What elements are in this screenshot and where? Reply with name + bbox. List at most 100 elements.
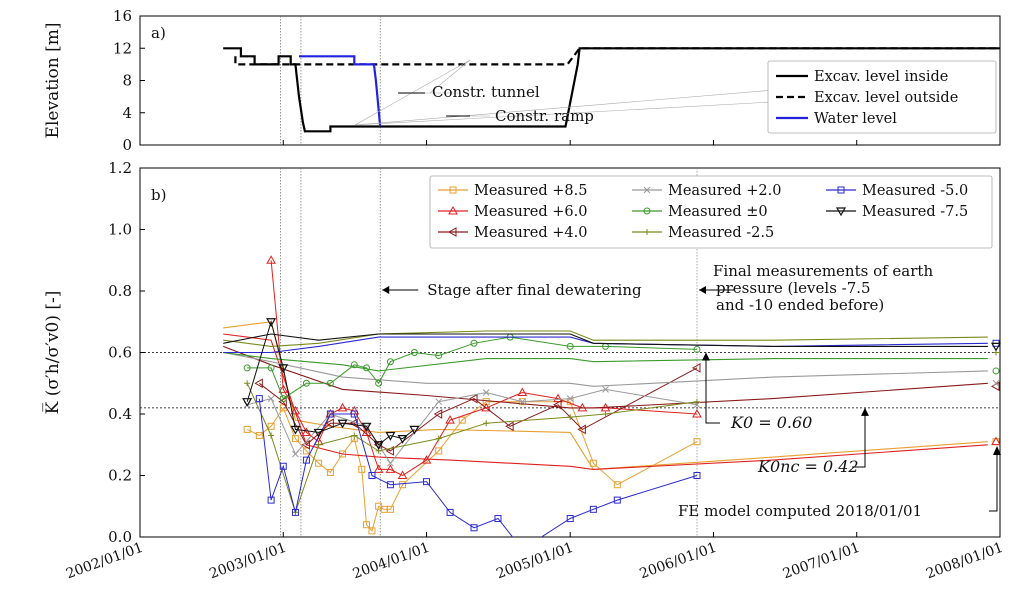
measured-point	[387, 459, 394, 467]
measured-point	[291, 508, 299, 516]
measured-line-4	[247, 336, 698, 400]
measured-point	[519, 546, 525, 552]
measured-point	[368, 472, 376, 479]
measured-point	[435, 435, 442, 442]
fe-end-point	[992, 379, 1000, 387]
measured-point	[301, 439, 310, 450]
measured-point	[255, 395, 263, 403]
measured-point	[337, 402, 348, 412]
y-tick-label: 8	[122, 72, 132, 90]
measured-line-6	[258, 398, 698, 537]
measured-point	[362, 364, 370, 372]
measured-point	[266, 255, 276, 264]
panel-a: 0 4 8 12 16 Elevation [m] a) Constr. tunnel Cons…	[43, 7, 1001, 154]
measured-point	[278, 384, 289, 393]
legend-b-label: Measured -2.5	[668, 225, 774, 241]
arrow-head	[861, 407, 869, 416]
measured-point	[326, 379, 334, 387]
measured-point	[505, 421, 514, 432]
measured-point	[302, 379, 310, 387]
measured-point	[266, 318, 277, 327]
annotation-fe-computed: FE model computed 2018/01/01	[678, 502, 922, 520]
annotation-constr-ramp: Constr. ramp	[495, 107, 594, 125]
measured-point	[589, 459, 597, 467]
fe-model-line-5	[223, 330, 988, 347]
measured-point	[254, 378, 263, 389]
measured-point	[481, 402, 492, 412]
legend-b-marker	[448, 205, 458, 215]
arrow-head	[993, 446, 1001, 455]
x-tick-label: 2005/01/01	[494, 540, 575, 583]
annotation-constr-tunnel: Constr. tunnel	[432, 83, 540, 101]
measured-point	[602, 411, 609, 417]
measured-point	[433, 409, 443, 419]
measured-point	[290, 425, 301, 435]
measured-point	[373, 464, 384, 473]
y-tick-label: 1.0	[108, 221, 132, 239]
measured-point	[243, 425, 251, 433]
measured-point	[244, 380, 251, 387]
measured-point	[279, 395, 287, 403]
x-tick-label: 2003/01/01	[207, 540, 288, 583]
y-tick-label: 4	[122, 104, 132, 122]
y-tick-label: 0.4	[108, 405, 132, 423]
legend-b-marker	[447, 227, 457, 237]
measured-point	[553, 393, 563, 403]
legend-b-marker	[643, 186, 651, 194]
measured-point	[385, 464, 396, 473]
fe-leader	[989, 448, 998, 512]
measured-point	[693, 345, 701, 353]
panel-b: 0.0 0.2 0.4 0.6 0.8 1.0 1.2 K̅ (σ′h/σ′v0) [-] b)…	[42, 159, 1005, 582]
measured-point	[435, 398, 443, 406]
measured-point	[291, 435, 299, 443]
legend-b-marker	[835, 207, 847, 217]
measured-point	[397, 435, 408, 444]
annotation-line: pressure (levels -7.5	[716, 279, 871, 297]
measured-point	[458, 416, 466, 424]
y-tick-label: 0.2	[108, 467, 132, 485]
measured-point	[267, 395, 275, 402]
measured-point	[386, 505, 394, 513]
measured-point	[567, 414, 574, 421]
measured-point	[351, 432, 358, 439]
arrow-head	[698, 286, 706, 294]
fe-end-point	[991, 436, 1001, 446]
legend-a-label: Excav. level outside	[814, 90, 958, 106]
measured-point	[358, 465, 366, 473]
measured-point	[350, 410, 358, 418]
measured-point	[693, 438, 701, 446]
series-line-2	[299, 55, 382, 127]
measured-point	[577, 424, 586, 435]
measured-point	[326, 410, 334, 418]
measured-point	[518, 398, 526, 406]
panel-label: b)	[151, 186, 166, 204]
k0-leader	[705, 352, 720, 424]
y-tick-label: 0.6	[108, 344, 132, 362]
legend-b-marker	[449, 186, 457, 194]
measured-point	[602, 386, 609, 393]
measured-point	[397, 470, 408, 479]
measured-point	[435, 352, 443, 360]
legend-b-label: Measured -7.5	[862, 204, 968, 220]
annotation-final-measurements: Final measurements of earth pressure (lev…	[713, 262, 933, 314]
y-tick-label: 1.2	[108, 159, 132, 177]
x-tick-label: 2004/01/01	[351, 540, 432, 583]
measured-point	[267, 364, 275, 372]
measured-point	[517, 387, 528, 396]
measured-point	[362, 521, 370, 529]
annotation-line: and -10 ended before)	[716, 296, 884, 314]
fe-model-line-3	[223, 351, 988, 387]
measured-point	[292, 450, 299, 458]
measured-point	[423, 478, 431, 486]
measured-point	[302, 447, 310, 455]
measured-line-0	[246, 401, 698, 532]
measured-point	[368, 527, 376, 535]
measured-point	[242, 398, 253, 407]
y-tick-label: 12	[113, 39, 132, 57]
measured-point	[315, 459, 323, 467]
measured-point	[421, 455, 432, 464]
measured-point	[691, 363, 701, 373]
measured-point	[692, 408, 702, 418]
measured-point	[613, 496, 621, 504]
